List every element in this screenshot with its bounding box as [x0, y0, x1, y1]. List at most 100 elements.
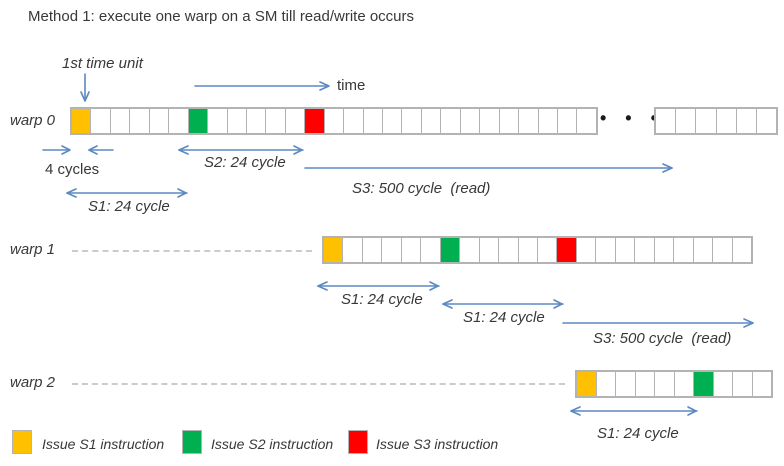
warp1-timeline	[322, 236, 753, 264]
time-unit-cell	[130, 109, 150, 133]
time-unit-cell	[713, 238, 733, 262]
warp0-s2-duration-label: S2: 24 cycle	[204, 154, 286, 171]
first-time-unit-pointer-arrow	[80, 73, 90, 102]
time-unit-cell	[539, 109, 558, 133]
time-unit-cell	[717, 109, 737, 133]
time-unit-cell	[421, 238, 441, 262]
four-cycles-right-arrow	[42, 145, 71, 155]
warp2-s1-duration-label: S1: 24 cycle	[597, 425, 679, 442]
warp2-label: warp 2	[10, 374, 56, 391]
warp1-s3-duration-arrow	[562, 318, 754, 328]
legend-s2-swatch	[182, 430, 202, 454]
time-unit-cell	[656, 109, 677, 133]
time-unit-cell	[538, 238, 558, 262]
time-unit-cell	[577, 238, 597, 262]
four-cycles-label: 4 cycles	[45, 161, 100, 178]
time-unit-cell	[655, 238, 675, 262]
time-unit-cell	[519, 109, 539, 133]
time-unit-cell	[733, 372, 753, 396]
time-unit-cell	[596, 238, 616, 262]
warp0-s1-duration-arrow	[66, 188, 188, 198]
warp0-timeline-continued	[654, 107, 778, 135]
time-unit-cell	[616, 238, 636, 262]
time-unit-cell	[402, 109, 422, 133]
legend-s3-label: Issue S3 instruction	[376, 436, 499, 452]
time-unit-cell	[500, 109, 520, 133]
time-unit-cell	[635, 238, 655, 262]
time-unit-cell	[558, 109, 578, 133]
warp2-s1-duration-arrow	[570, 406, 698, 416]
time-unit-cell	[422, 109, 442, 133]
time-unit-cell	[655, 372, 675, 396]
time-unit-cell	[480, 238, 500, 262]
warp0-s3-duration-label: S3: 500 cycle (read)	[352, 180, 491, 197]
issue-s3-cell	[557, 238, 577, 262]
warp1-label: warp 1	[10, 241, 56, 258]
warp0-s2-duration-arrow	[178, 145, 304, 155]
time-unit-cell	[343, 238, 363, 262]
time-unit-cell	[441, 109, 461, 133]
time-unit-cell	[228, 109, 247, 133]
issue-s1-cell	[72, 109, 92, 133]
warp0-label: warp 0	[10, 112, 56, 129]
time-unit-cell	[757, 109, 776, 133]
warp1-idle-dashed-line	[72, 250, 312, 252]
time-unit-cell	[616, 372, 636, 396]
time-unit-cell	[499, 238, 519, 262]
time-unit-cell	[519, 238, 538, 262]
time-unit-cell	[383, 109, 403, 133]
time-unit-cell	[150, 109, 170, 133]
warp2-idle-dashed-line	[72, 383, 565, 385]
time-unit-cell	[753, 372, 772, 396]
warp2-timeline	[575, 370, 773, 398]
time-unit-cell	[402, 238, 422, 262]
time-unit-cell	[737, 109, 757, 133]
warp1-s1-duration-arrow-1	[317, 281, 440, 291]
time-unit-cell	[344, 109, 364, 133]
warp0-s3-duration-arrow	[304, 163, 673, 173]
time-unit-cell	[676, 109, 697, 133]
legend-s2-label: Issue S2 instruction	[211, 436, 334, 452]
time-unit-cell	[382, 238, 402, 262]
legend-s1-swatch	[12, 430, 32, 454]
page-title: Method 1: execute one warp on a SM till …	[28, 8, 415, 25]
warp1-s1-duration-label-2: S1: 24 cycle	[463, 309, 545, 326]
time-unit-cell	[169, 109, 189, 133]
legend-s3-swatch	[348, 430, 368, 454]
time-axis-label: time	[337, 77, 366, 94]
time-unit-cell	[286, 109, 306, 133]
time-unit-cell	[363, 238, 383, 262]
continuation-ellipsis: • • •	[600, 108, 664, 128]
legend-s1-label: Issue S1 instruction	[42, 436, 165, 452]
time-unit-cell	[674, 238, 694, 262]
four-cycles-left-arrow	[88, 145, 114, 155]
time-unit-cell	[636, 372, 655, 396]
time-axis-arrow	[194, 81, 330, 91]
time-unit-cell	[364, 109, 383, 133]
issue-s1-cell	[577, 372, 597, 396]
time-unit-cell	[597, 372, 616, 396]
time-unit-cell	[247, 109, 267, 133]
time-unit-cell	[696, 109, 717, 133]
time-unit-cell	[325, 109, 345, 133]
first-time-unit-label: 1st time unit	[62, 55, 143, 72]
time-unit-cell	[91, 109, 111, 133]
time-unit-cell	[577, 109, 595, 133]
warp1-s1-duration-label-1: S1: 24 cycle	[341, 291, 423, 308]
issue-s2-cell	[188, 109, 209, 133]
time-unit-cell	[694, 238, 714, 262]
time-unit-cell	[733, 238, 751, 262]
time-unit-cell	[208, 109, 228, 133]
warp0-timeline	[70, 107, 598, 135]
warp1-s1-duration-arrow-2	[442, 299, 564, 309]
warp1-s3-duration-label: S3: 500 cycle (read)	[593, 330, 732, 347]
issue-s1-cell	[324, 238, 344, 262]
time-unit-cell	[461, 109, 481, 133]
time-unit-cell	[714, 372, 733, 396]
time-unit-cell	[675, 372, 694, 396]
time-unit-cell	[111, 109, 131, 133]
time-unit-cell	[460, 238, 480, 262]
time-unit-cell	[266, 109, 286, 133]
issue-s3-cell	[305, 109, 325, 133]
